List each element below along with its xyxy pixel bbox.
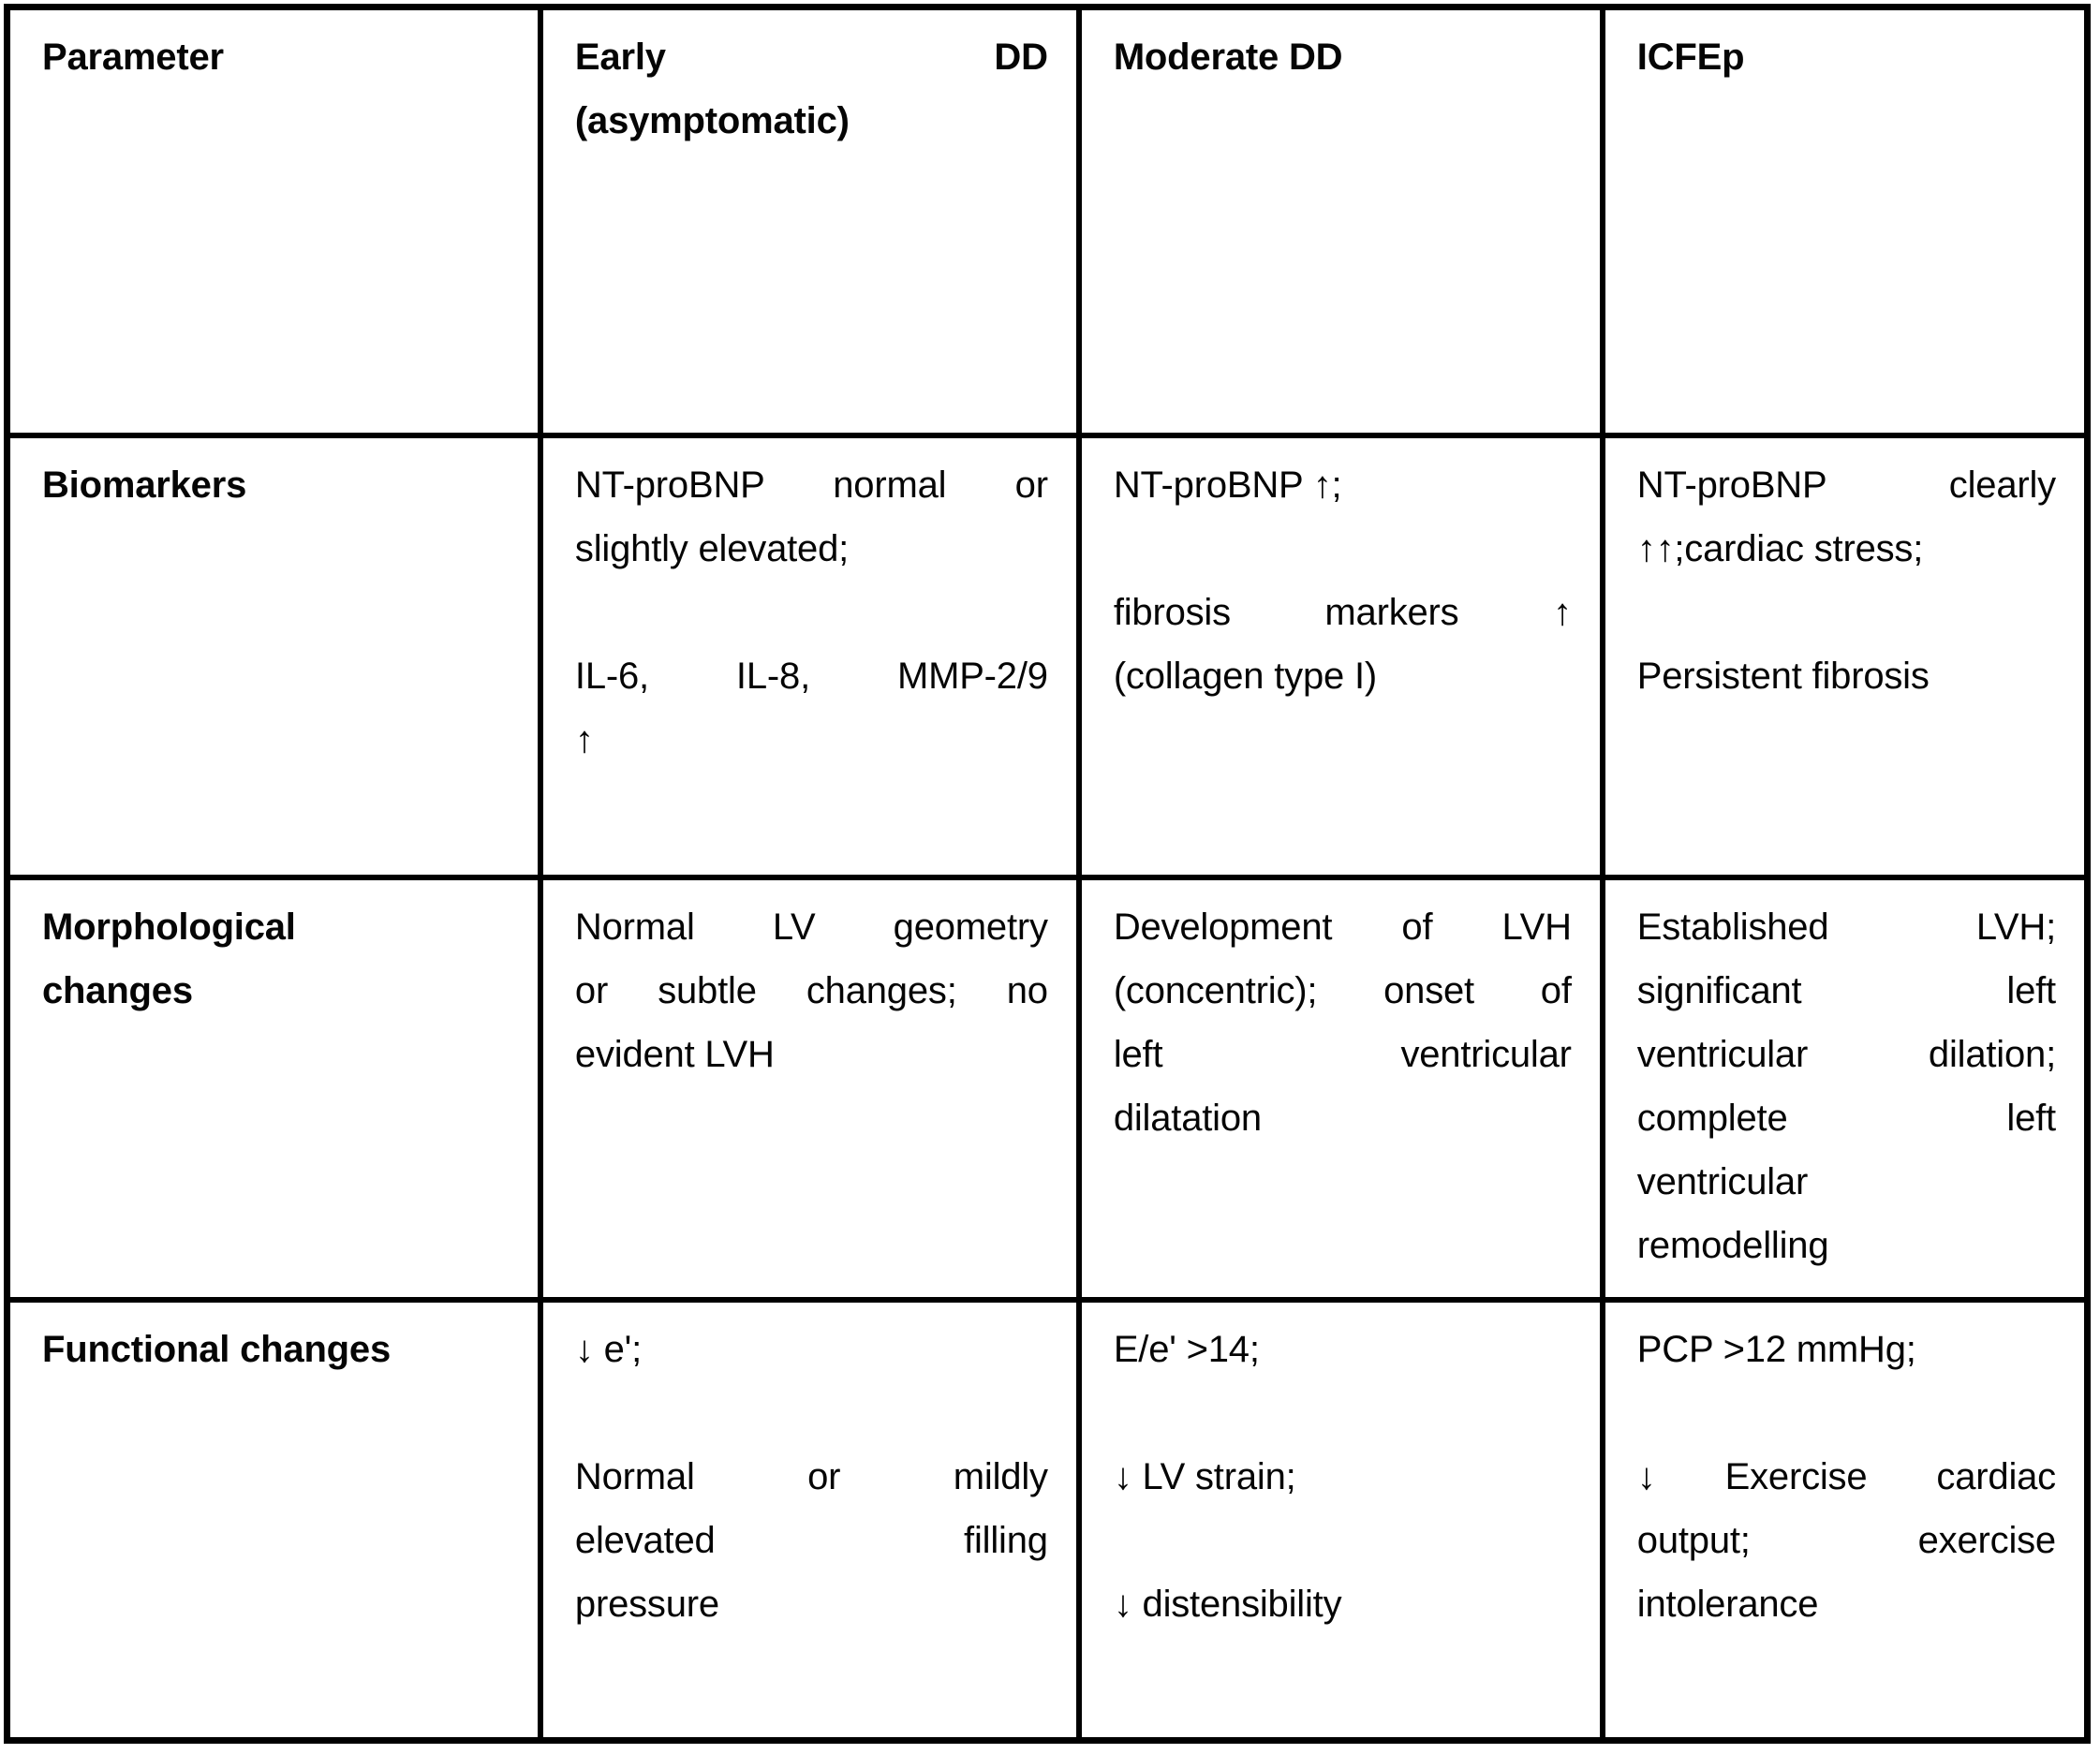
text-line: Normal LV geometry: [574, 906, 1048, 948]
paragraph: ↓ e';: [575, 1318, 1048, 1381]
text-line: (collagen type I): [1113, 655, 1378, 697]
text-line: elevated filling: [574, 1519, 1048, 1561]
text-line: NT-proBNP ↑;: [1113, 464, 1342, 506]
row-label-functional-changes: Functional changes: [10, 1302, 538, 1737]
text-line: Early DD: [574, 37, 1048, 78]
text-line: output; exercise: [1636, 1519, 2056, 1561]
text-line: (asymptomatic): [574, 100, 850, 141]
text-line: ↓ distensibility: [1113, 1583, 1342, 1625]
text-line: or subtle changes; no: [574, 969, 1048, 1011]
paragraph: Persistent fibrosis: [1637, 644, 2056, 708]
text-line: dilatation: [1113, 1097, 1262, 1139]
paragraph: Established LVH; significant left ventricu…: [1637, 895, 2056, 1277]
text-line: Persistent fibrosis: [1636, 655, 1930, 697]
paragraph: Biomarkers: [42, 453, 510, 517]
paragraph: Normal or mildly elevated filling pressure: [575, 1445, 1048, 1636]
text-line: intolerance: [1636, 1583, 1819, 1625]
text-line: (concentric); onset of: [1113, 969, 1572, 1011]
cell-functional-changes-col3: PCP >12 mmHg; ↓ Exercise cardiac output; e…: [1605, 1302, 2084, 1737]
paragraph: ICFEp: [1637, 25, 2056, 89]
cell-morphological-changes-col1: Normal LV geometry or subtle changes; no e…: [542, 879, 1076, 1297]
text-line: fibrosis markers ↑: [1113, 591, 1572, 633]
text-line: slightly elevated;: [574, 527, 850, 569]
cell-morphological-changes-col2: Development of LVH (concentric); onset of…: [1081, 879, 1600, 1297]
paragraph: Parameter: [42, 25, 510, 89]
paragraph: Moderate DD: [1114, 25, 1572, 89]
text-line: ICFEp: [1636, 37, 1745, 78]
text-line: NT-proBNP clearly: [1636, 464, 2056, 506]
text-line: ↓ Exercise cardiac: [1636, 1455, 2056, 1497]
text-line: ventricular: [1636, 1160, 1809, 1202]
header-cell-moderate-dd: Moderate DD: [1081, 10, 1600, 433]
text-line: ↓ e';: [574, 1328, 643, 1370]
text-line: ↑: [574, 718, 594, 760]
paragraph: Morphological changes: [42, 895, 510, 1023]
text-line: changes: [42, 969, 193, 1011]
text-line: complete left: [1636, 1097, 2056, 1139]
text-line: evident LVH: [574, 1033, 775, 1075]
cell-morphological-changes-col3: Established LVH; significant left ventricu…: [1605, 879, 2084, 1297]
row-label-biomarkers: Biomarkers: [10, 437, 538, 875]
text-line: Normal or mildly: [574, 1455, 1048, 1497]
text-line: Moderate DD: [1113, 37, 1343, 78]
text-line: ↑↑;cardiac stress;: [1636, 527, 1924, 569]
text-line: Development of LVH: [1113, 906, 1572, 948]
paragraph: Development of LVH (concentric); onset of…: [1114, 895, 1572, 1150]
cell-functional-changes-col2: E/e' >14; ↓ LV strain; ↓ distensibility: [1081, 1302, 1600, 1737]
text-line: Biomarkers: [42, 464, 247, 506]
cell-biomarkers-col2: NT-proBNP ↑; fibrosis markers ↑ (collagen …: [1081, 437, 1600, 875]
text-line: significant left: [1636, 969, 2056, 1011]
text-line: Established LVH;: [1636, 906, 2056, 948]
paragraph: NT-proBNP normal or slightly elevated;: [575, 453, 1048, 581]
paragraph: NT-proBNP ↑;: [1114, 453, 1572, 517]
text-line: Parameter: [42, 37, 224, 78]
header-cell-parameter: Parameter: [10, 10, 538, 433]
text-line: left ventricular: [1113, 1033, 1572, 1075]
text-line: remodelling: [1636, 1224, 1829, 1266]
text-line: PCP >12 mmHg;: [1636, 1328, 1916, 1370]
paragraph: ↓ Exercise cardiac output; exercise intole…: [1637, 1445, 2056, 1636]
paragraph: IL-6, IL-8, MMP-2/9 ↑: [575, 644, 1048, 772]
paragraph: NT-proBNP clearly ↑↑;cardiac stress;: [1637, 453, 2056, 581]
paragraph: PCP >12 mmHg;: [1637, 1318, 2056, 1381]
cell-functional-changes-col1: ↓ e'; Normal or mildly elevated filling pre…: [542, 1302, 1076, 1737]
text-line: pressure: [574, 1583, 719, 1625]
paragraph: E/e' >14;: [1114, 1318, 1572, 1381]
cell-biomarkers-col3: NT-proBNP clearly ↑↑;cardiac stress; Persi…: [1605, 437, 2084, 875]
text-line: E/e' >14;: [1113, 1328, 1260, 1370]
row-label-morphological-changes: Morphological changes: [10, 879, 538, 1297]
paragraph: Functional changes: [42, 1318, 510, 1381]
paragraph: Normal LV geometry or subtle changes; no e…: [575, 895, 1048, 1086]
text-line: Functional changes: [42, 1328, 392, 1370]
comparison-table: Parameter Early DD (asymptomatic) Moderate …: [4, 4, 2091, 1744]
text-line: IL-6, IL-8, MMP-2/9: [574, 655, 1048, 697]
text-line: Morphological: [42, 906, 296, 948]
paragraph: ↓ distensibility: [1114, 1572, 1572, 1636]
header-cell-icfep: ICFEp: [1605, 10, 2084, 433]
paragraph: ↓ LV strain;: [1114, 1445, 1572, 1509]
cell-biomarkers-col1: NT-proBNP normal or slightly elevated; IL-…: [542, 437, 1076, 875]
paragraph: fibrosis markers ↑ (collagen type I): [1114, 581, 1572, 708]
text-line: NT-proBNP normal or: [574, 464, 1048, 506]
text-line: ↓ LV strain;: [1113, 1455, 1296, 1497]
paragraph: Early DD (asymptomatic): [575, 25, 1048, 153]
text-line: ventricular dilation;: [1636, 1033, 2056, 1075]
header-cell-early-dd-asymptomatic: Early DD (asymptomatic): [542, 10, 1076, 433]
